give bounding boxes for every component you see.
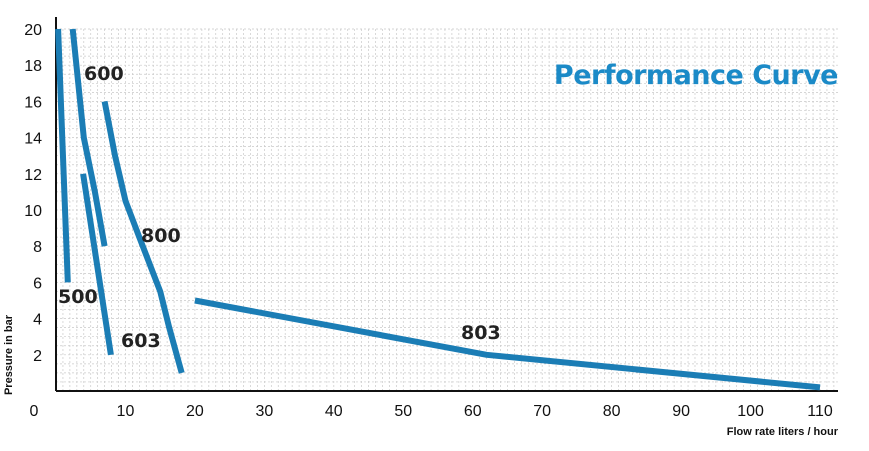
x-tick-label: 100 [737,403,764,420]
series-line-800 [101,100,185,374]
y-tick-label: 6 [33,275,42,292]
series-label-800: 800 [141,225,181,247]
series-label-600: 600 [84,63,124,85]
series-line-603 [80,173,114,356]
x-tick-label: 70 [533,403,551,420]
y-tick-label: 4 [33,312,42,329]
y-tick-label: 12 [24,167,42,184]
y-tick-label: 16 [24,94,42,111]
series-label-803: 803 [461,322,501,344]
x-tick-label: 110 [807,403,833,420]
x-tick-label: 20 [186,403,204,420]
chart-title: Performance Curve [554,60,838,91]
x-axis-title: Flow rate liters / hour [727,426,839,438]
series-label-603: 603 [121,330,161,352]
x-tick-label: 90 [672,403,690,420]
tick-labels: 0 10 20 30 40 50 60 70 80 90 100 110 2 4 6 8 10 12 14 16 18 2… [24,22,833,420]
y-tick-label: 14 [24,131,42,148]
y-tick-label: 2 [33,348,42,365]
series-line-500 [55,28,71,283]
x-tick-label: 0 [30,403,39,420]
grid [56,28,838,391]
x-tick-label: 30 [255,403,273,420]
y-tick-label: 20 [24,22,42,39]
y-tick-label: 8 [33,239,42,256]
y-tick-label: 10 [24,203,42,220]
axes [55,17,838,392]
x-tick-label: 60 [464,403,482,420]
x-tick-label: 50 [394,403,412,420]
x-tick-label: 10 [117,403,135,420]
x-tick-label: 40 [325,403,343,420]
series-labels: 500 600 603 800 803 [58,63,501,352]
series-line-803 [194,297,821,391]
x-tick-label: 80 [603,403,621,420]
series-line-600 [69,28,108,247]
series-label-500: 500 [58,286,98,308]
series-lines [55,28,821,391]
y-axis-title: Pressure in bar [3,314,15,395]
y-tick-label: 18 [24,58,42,75]
